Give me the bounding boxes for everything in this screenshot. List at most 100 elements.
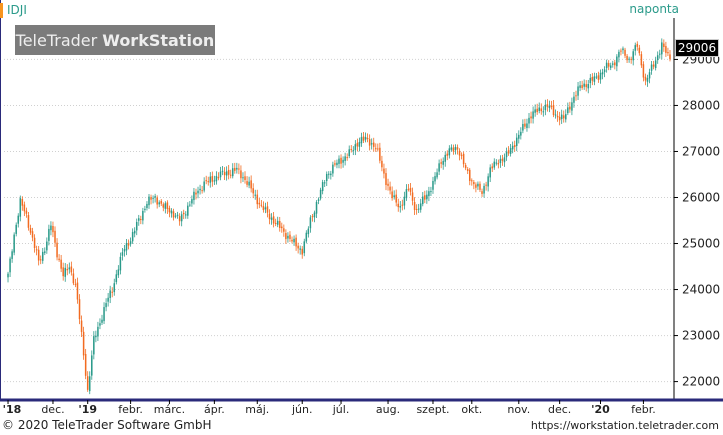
x-tick-label: júl. <box>332 403 350 416</box>
period-label[interactable]: naponta <box>629 2 679 16</box>
candle-body <box>270 217 273 220</box>
candle-body <box>58 258 60 260</box>
candle-body <box>636 43 639 47</box>
candle-body <box>366 137 369 139</box>
candle-body <box>383 168 385 174</box>
candle-body <box>626 55 628 61</box>
candle-body <box>328 173 330 175</box>
x-tick-label: '19 <box>78 403 97 416</box>
candle-body <box>197 190 199 194</box>
candle-body <box>213 180 216 182</box>
candle-body <box>344 156 346 161</box>
candle-body <box>138 218 140 221</box>
candle-body <box>274 222 277 224</box>
candle-body <box>50 225 52 231</box>
candle-body <box>377 148 379 150</box>
candle-body <box>31 231 34 238</box>
candle-body <box>612 63 614 65</box>
candle-body <box>661 42 663 55</box>
candle-body <box>66 268 69 271</box>
candle-body <box>362 136 365 141</box>
candle-body <box>620 50 622 52</box>
candle-body <box>105 303 107 308</box>
candle-body <box>489 167 491 178</box>
x-tick-label: nov. <box>507 403 530 416</box>
candle-body <box>299 248 301 250</box>
candle-body <box>23 204 26 212</box>
candle-body <box>464 165 467 169</box>
candle-body <box>158 202 160 205</box>
candle-body <box>375 148 377 150</box>
candle-body <box>129 241 132 245</box>
candle-body <box>405 189 408 199</box>
candle-body <box>354 144 357 151</box>
candle-body <box>39 259 42 261</box>
candle-body <box>11 251 13 259</box>
candle-body <box>546 104 549 107</box>
candle-body <box>193 191 195 201</box>
candle-body <box>550 105 553 107</box>
candle-body <box>146 203 148 209</box>
candle-body <box>56 242 58 258</box>
candle-body <box>567 107 569 114</box>
candle-body <box>203 181 205 191</box>
candle-body <box>624 49 626 56</box>
y-tick-label: 25000 <box>682 237 720 251</box>
candle-body <box>172 211 175 218</box>
teletrader-logo: TeleTrader WorkStation <box>15 25 215 55</box>
candle-body <box>44 251 46 253</box>
candle-body <box>540 108 543 112</box>
candle-body <box>458 150 461 156</box>
x-tick-label: febr. <box>118 403 143 416</box>
candle-body <box>221 170 224 172</box>
candle-body <box>370 143 373 145</box>
candle-body <box>144 208 146 210</box>
candle-body <box>524 123 526 127</box>
candle-body <box>462 153 465 165</box>
candle-body <box>187 205 189 216</box>
candle-body <box>62 267 64 277</box>
candle-body <box>313 212 316 218</box>
candle-body <box>258 202 261 205</box>
candle-body <box>560 114 563 120</box>
candle-body <box>573 96 575 103</box>
candle-body <box>607 63 610 67</box>
candle-body <box>616 56 618 67</box>
candle-body <box>107 297 109 302</box>
candle-body <box>242 177 244 179</box>
candle-body <box>350 148 353 150</box>
x-tick-label: ápr. <box>204 403 225 416</box>
candle-body <box>638 47 641 54</box>
candle-body <box>575 95 577 97</box>
candle-body <box>411 192 414 201</box>
ticker-color-marker <box>0 2 3 18</box>
candle-body <box>569 106 571 110</box>
candle-body <box>454 147 457 151</box>
candle-body <box>123 249 126 252</box>
candle-body <box>379 147 381 161</box>
candle-body <box>401 204 404 206</box>
candle-body <box>111 291 113 293</box>
candle-body <box>217 177 220 179</box>
y-tick-label: 24000 <box>682 283 720 297</box>
candle-body <box>426 194 428 200</box>
y-tick-label: 23000 <box>682 329 720 343</box>
candle-body <box>646 78 649 82</box>
candle-body <box>507 150 510 154</box>
candle-body <box>481 191 483 194</box>
candle-body <box>589 77 592 84</box>
candle-body <box>468 169 471 181</box>
candle-body <box>7 273 9 278</box>
candle-body <box>223 172 226 176</box>
candle-body <box>509 148 512 154</box>
candle-body <box>180 214 183 222</box>
candle-body <box>430 191 432 193</box>
source-url[interactable]: https://workstation.teletrader.com <box>530 419 719 432</box>
candle-body <box>487 176 489 187</box>
candle-body <box>272 216 275 224</box>
ticker-label: IDJI <box>0 2 27 18</box>
logo-text-bold: WorkStation <box>102 30 215 50</box>
candle-body <box>115 274 118 283</box>
candle-body <box>256 194 259 205</box>
candle-body <box>483 185 485 194</box>
